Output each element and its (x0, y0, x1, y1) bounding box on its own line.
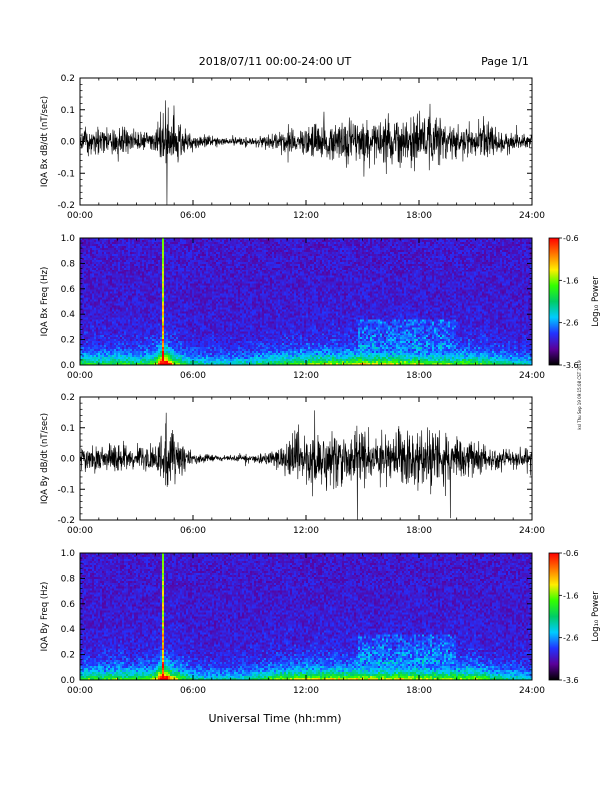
bx-spec-x-tick-label: 06:00 (180, 371, 206, 381)
bx-y-tick-label: 0.1 (61, 106, 75, 116)
bx-spec-colorbar-tick-label: -2.6 (563, 319, 579, 328)
by-y-tick-label: 0.0 (61, 455, 76, 465)
by-spectrogram-panel: -0.6 -1.6 -2.6 -3.6 Log₁₀ Power 00:00 06:00 12:… (40, 549, 601, 696)
by-spec-y-tick-label: 0.6 (61, 600, 76, 610)
by-spec-x-tick-label: 06:00 (180, 686, 206, 696)
by-spec-y-axis-title: IQA By Freq (Hz) (40, 582, 50, 652)
bx-x-tick-label: 00:00 (67, 211, 93, 221)
bx-spec-colorbar-tick-label: -1.6 (563, 276, 579, 285)
bx-spectrogram-panel: -0.6 -1.6 -2.6 -3.6 Log₁₀ Power 00:00 06:00 12:… (40, 234, 601, 381)
by-y-tick-label: 0.2 (61, 393, 75, 403)
by-spec-y-tick-label: 1.0 (61, 549, 76, 559)
bx-waveform-panel: 00:00 06:00 12:00 18:00 24:00 -0.2 -0.1 0.0 0.1 0… (40, 74, 545, 221)
by-y-tick-label: -0.1 (57, 485, 75, 495)
x-axis-title: Universal Time (hh:mm) (209, 712, 342, 725)
bx-spec-y-tick-label: 1.0 (61, 234, 76, 244)
timestamp-note: ksl Thu Sep 19 09:15:08 CST 2019 (577, 360, 582, 430)
bx-x-tick-label: 24:00 (519, 211, 545, 221)
bx-spec-y-axis-title: IQA Bx Freq (Hz) (40, 267, 50, 337)
bx-spec-y-tick-label: 0.2 (61, 336, 75, 346)
bx-trace (80, 100, 532, 205)
by-x-tick-label: 06:00 (180, 526, 206, 536)
by-spec-colorbar-label: Log₁₀ Power (591, 591, 601, 642)
bx-spec-colorbar-tick-label: -0.6 (563, 234, 579, 243)
by-x-tick-label: 12:00 (293, 526, 319, 536)
bx-spec-y-tick-label: 0.6 (61, 285, 76, 295)
bx-spec-y-tick-label: 0.4 (61, 310, 76, 320)
bx-x-tick-label: 18:00 (406, 211, 432, 221)
by-spec-y-tick-label: 0.8 (61, 574, 76, 584)
by-spec-y-tick-label: 0.4 (61, 625, 76, 635)
bx-y-tick-label: 0.0 (61, 138, 76, 148)
by-spec-x-tick-label: 18:00 (406, 686, 432, 696)
by-waveform-panel: 00:00 06:00 12:00 18:00 24:00 -0.2 -0.1 0.0 0.1 0… (40, 393, 545, 536)
bx-y-tick-label: -0.1 (57, 169, 75, 179)
by-spec-colorbar (548, 552, 560, 681)
by-spec-colorbar-tick-label: -2.6 (563, 634, 579, 643)
by-x-tick-label: 24:00 (519, 526, 545, 536)
by-spec-colorbar-tick-label: -3.6 (563, 676, 579, 685)
by-spec-heatmap (80, 553, 532, 680)
by-spec-colorbar-tick-label: -0.6 (563, 549, 579, 558)
bx-spec-heatmap (80, 238, 532, 365)
bx-spec-colorbar-label: Log₁₀ Power (591, 276, 601, 327)
figure-title: 2018/07/11 00:00-24:00 UT (199, 55, 352, 68)
bx-spec-y-tick-label: 0.0 (61, 361, 76, 371)
bx-y-tick-label: -0.2 (57, 201, 75, 211)
page-indicator: Page 1/1 (481, 55, 529, 68)
bx-spec-colorbar-tick-label: -3.6 (563, 361, 579, 370)
bx-y-axis-title: IQA Bx dB/dt (nT/sec) (40, 96, 50, 187)
bx-spec-colorbar (548, 237, 560, 366)
bx-spec-x-tick-label: 00:00 (67, 371, 93, 381)
by-y-axis-title: IQA By dB/dt (nT/sec) (40, 413, 50, 504)
by-y-tick-label: -0.2 (57, 516, 75, 526)
bx-spec-y-tick-label: 0.8 (61, 259, 76, 269)
bx-spec-x-tick-label: 12:00 (293, 371, 319, 381)
by-y-tick-label: 0.1 (61, 424, 75, 434)
bx-spec-x-tick-label: 18:00 (406, 371, 432, 381)
by-spec-y-tick-label: 0.0 (61, 676, 76, 686)
bx-x-tick-label: 12:00 (293, 211, 319, 221)
by-spec-y-tick-label: 0.2 (61, 651, 75, 661)
bx-x-tick-label: 06:00 (180, 211, 206, 221)
bx-y-tick-label: 0.2 (61, 74, 75, 84)
by-spec-x-tick-label: 12:00 (293, 686, 319, 696)
by-x-tick-label: 18:00 (406, 526, 432, 536)
by-x-tick-label: 00:00 (67, 526, 93, 536)
by-spec-x-tick-label: 24:00 (519, 686, 545, 696)
by-trace (80, 410, 532, 520)
bx-spec-x-tick-label: 24:00 (519, 371, 545, 381)
by-spec-x-tick-label: 00:00 (67, 686, 93, 696)
by-spec-colorbar-tick-label: -1.6 (563, 591, 579, 600)
